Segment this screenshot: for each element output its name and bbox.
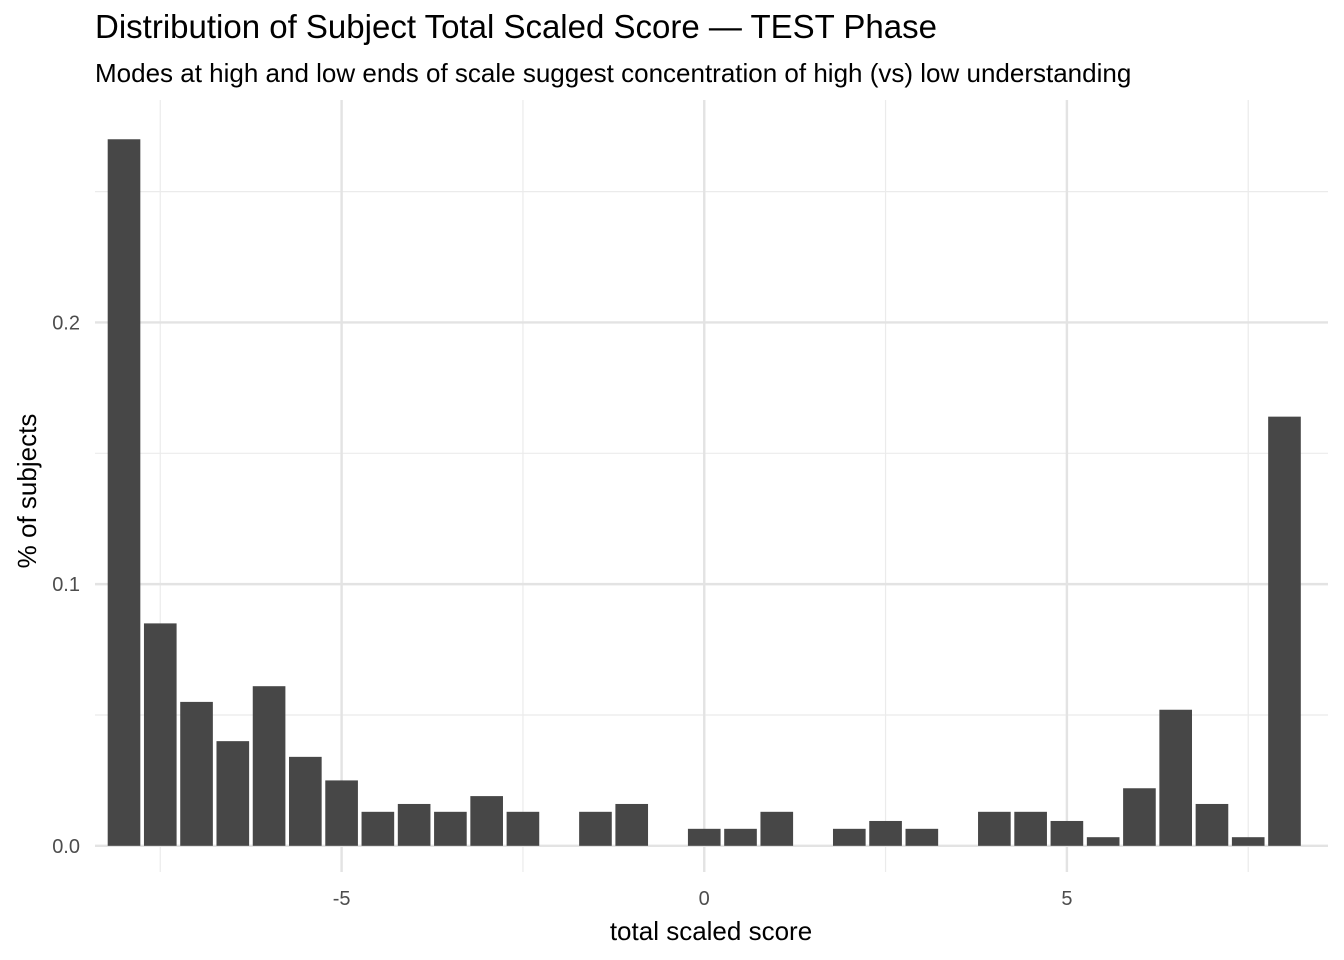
histogram-bar — [1268, 416, 1301, 846]
histogram-bar — [361, 811, 395, 846]
histogram-bar — [470, 796, 503, 846]
histogram-bar — [107, 139, 141, 846]
histogram-bar — [1050, 820, 1084, 846]
histogram-bar — [1195, 803, 1229, 846]
histogram-bar — [905, 828, 939, 846]
histogram-bar — [289, 756, 322, 846]
histogram-bar — [579, 811, 612, 846]
histogram-bar — [687, 828, 721, 846]
histogram-bar — [1159, 709, 1193, 846]
histogram-bar — [760, 811, 794, 846]
histogram-bar — [252, 686, 286, 846]
histogram-bar — [615, 803, 649, 846]
x-axis-label: total scaled score — [610, 916, 812, 946]
x-axis-ticks: -5 0 5 — [333, 888, 1073, 910]
histogram-bar — [434, 811, 467, 846]
x-tick-label: 5 — [1061, 888, 1072, 910]
histogram-bar — [397, 803, 431, 846]
y-tick-label: 0.1 — [52, 574, 80, 596]
histogram-bar — [869, 820, 902, 846]
bar-series — [107, 139, 1301, 846]
histogram-bar — [143, 623, 177, 846]
y-tick-label: 0.2 — [52, 312, 80, 334]
histogram-bar — [724, 828, 757, 846]
y-tick-label: 0.0 — [52, 836, 80, 858]
x-tick-label: 0 — [699, 888, 710, 910]
grid-minor — [95, 100, 1328, 872]
histogram-bar — [506, 811, 540, 846]
y-axis-ticks: 0.0 0.1 0.2 — [52, 312, 80, 857]
histogram-bar — [1086, 837, 1120, 846]
histogram-bar — [832, 828, 866, 846]
chart-subtitle: Modes at high and low ends of scale sugg… — [95, 58, 1132, 88]
chart-title: Distribution of Subject Total Scaled Sco… — [95, 8, 937, 45]
histogram-bar — [325, 780, 358, 846]
x-tick-label: -5 — [333, 888, 351, 910]
histogram-bar — [180, 701, 213, 846]
y-axis-label: % of subjects — [12, 414, 42, 569]
histogram-bar — [978, 811, 1011, 846]
histogram-bar — [1123, 788, 1156, 846]
histogram-bar — [1014, 811, 1047, 846]
histogram-bar — [1231, 837, 1265, 846]
histogram-bar — [216, 741, 250, 846]
